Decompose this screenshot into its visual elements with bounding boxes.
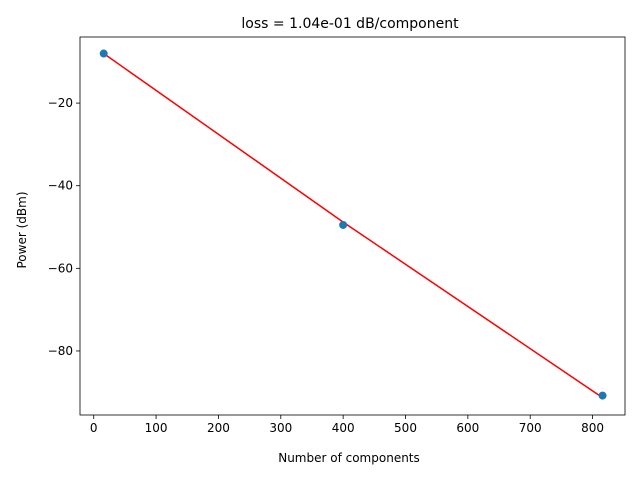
x-tick-label: 100 bbox=[145, 421, 168, 435]
y-tick-label: −40 bbox=[48, 179, 73, 193]
axes-frame bbox=[79, 36, 626, 416]
y-tick-label: −60 bbox=[48, 261, 73, 275]
x-tick-label: 200 bbox=[207, 421, 230, 435]
y-tick-label: −80 bbox=[48, 344, 73, 358]
data-point bbox=[598, 391, 607, 400]
x-tick-label: 500 bbox=[394, 421, 417, 435]
y-tick-label: −20 bbox=[48, 96, 73, 110]
chart-title: loss = 1.04e-01 dB/component bbox=[241, 16, 459, 32]
data-point bbox=[339, 220, 348, 229]
x-axis-label: Number of components bbox=[278, 451, 420, 465]
plot-area: 0 100 200 300 400 500 600 700 800 −80 −60 −40 −20 bbox=[48, 36, 626, 435]
x-tick-label: 800 bbox=[581, 421, 604, 435]
x-tick-label: 700 bbox=[519, 421, 542, 435]
x-tick-label: 0 bbox=[90, 421, 98, 435]
x-tick-label: 400 bbox=[332, 421, 355, 435]
x-tick-label: 300 bbox=[269, 421, 292, 435]
data-point bbox=[99, 49, 108, 58]
x-tick-label: 600 bbox=[456, 421, 479, 435]
y-axis-label: Power (dBm) bbox=[15, 192, 29, 269]
